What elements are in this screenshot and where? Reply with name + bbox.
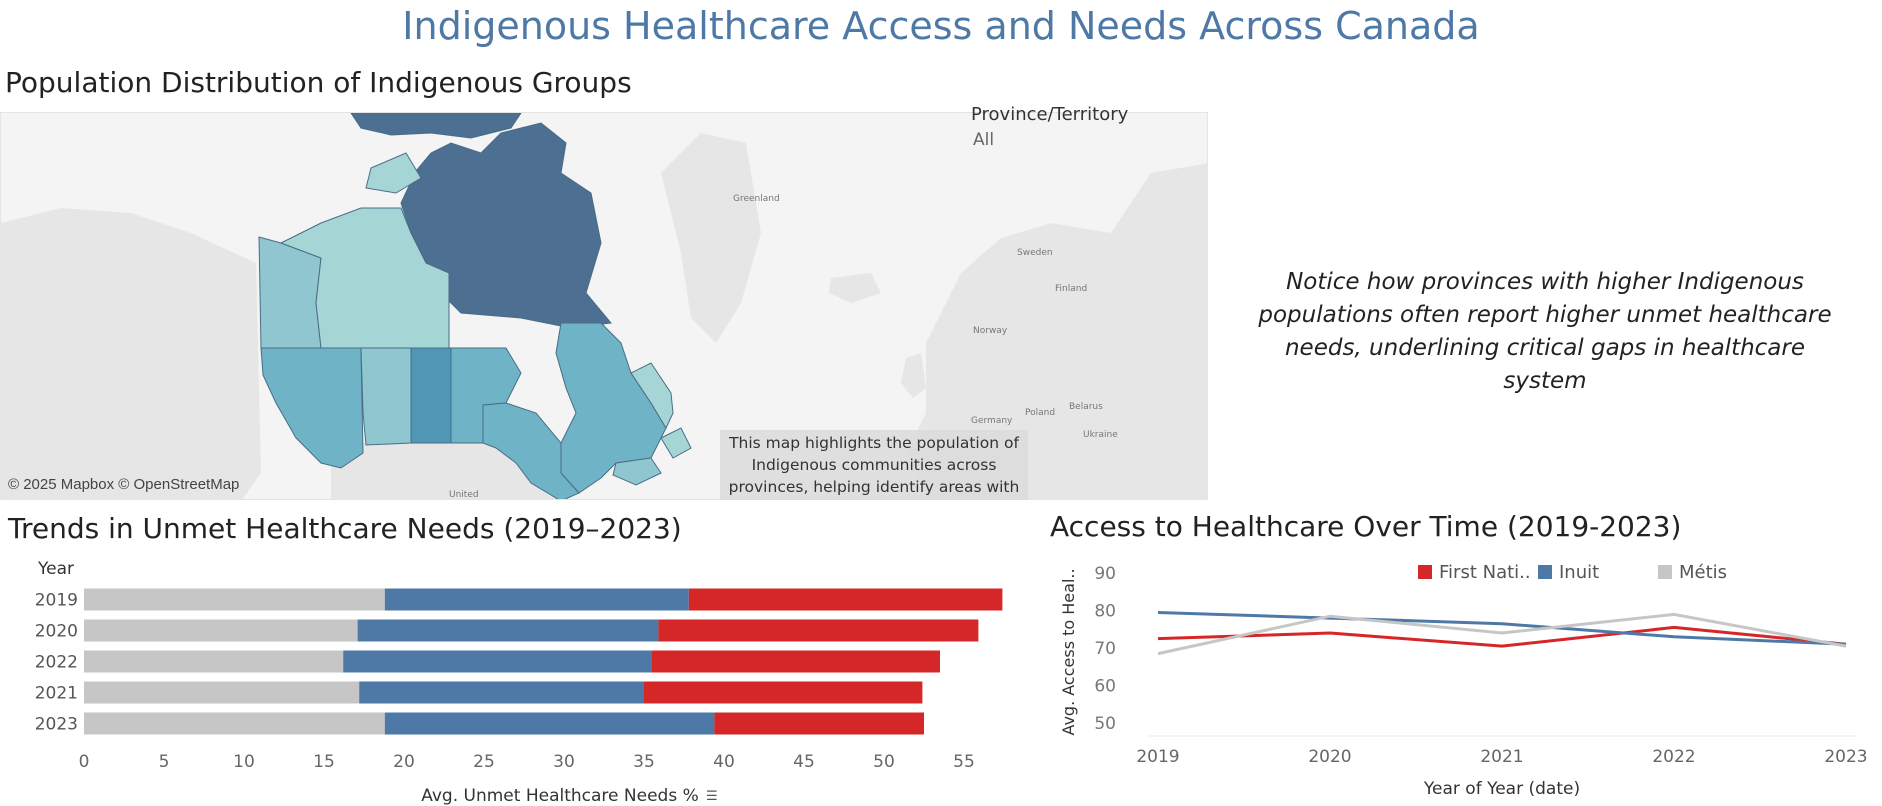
bar-x-tick-label: 25 — [473, 752, 495, 772]
bar-segment — [359, 681, 644, 704]
region-maritimes[interactable] — [612, 457, 662, 486]
basemap-label-greenland: Greenland — [733, 194, 780, 204]
canada-map[interactable]: Greenland Sweden Finland Norway Poland B… — [0, 112, 1208, 500]
bar-segment — [714, 712, 924, 735]
legend-swatch — [1658, 565, 1672, 579]
line-y-tick-label: 60 — [1094, 676, 1116, 696]
line-x-tick-label: 2020 — [1308, 747, 1351, 767]
map-canvas: Greenland Sweden Finland Norway Poland B… — [1, 113, 1207, 500]
bar-category-label: 2021 — [35, 684, 78, 704]
region-alberta[interactable] — [360, 347, 412, 446]
basemap-label-germany: Germany — [971, 416, 1013, 426]
bar-segment — [357, 619, 659, 642]
line-chart-title: Access to Healthcare Over Time (2019-202… — [1050, 510, 1682, 543]
bar-x-tick-label: 50 — [873, 752, 895, 772]
basemap-label-united: United — [449, 490, 479, 500]
basemap-label-sweden: Sweden — [1017, 248, 1053, 258]
legend-swatch — [1418, 565, 1432, 579]
basemap-label-norway: Norway — [973, 326, 1008, 336]
line-x-tick-label: 2023 — [1824, 747, 1867, 767]
line-x-tick-label: 2022 — [1652, 747, 1695, 767]
basemap-land-usa — [331, 443, 561, 499]
legend-label: Métis — [1679, 562, 1728, 583]
bar-chart-title: Trends in Unmet Healthcare Needs (2019–2… — [8, 512, 682, 545]
line-series — [1157, 625, 1847, 648]
bar-x-tick-label: 55 — [953, 752, 975, 772]
line-y-tick-label: 80 — [1094, 602, 1116, 622]
insight-annotation: Notice how provinces with higher Indigen… — [1258, 269, 1832, 394]
line-x-tick-label: 2019 — [1136, 747, 1179, 767]
basemap-land-greenland — [661, 133, 761, 343]
bar-x-axis-label: Avg. Unmet Healthcare Needs % — [421, 786, 699, 806]
bar-category-label: 2022 — [35, 653, 78, 673]
line-y-tick-label: 50 — [1094, 714, 1116, 734]
legend-item[interactable]: Inuit — [1538, 562, 1599, 583]
legend-label: Inuit — [1559, 562, 1600, 583]
bar-x-tick-label: 35 — [633, 752, 655, 772]
bar-category-label: 2020 — [35, 622, 78, 642]
basemap-land-iceland — [829, 273, 881, 303]
legend-item[interactable]: Métis — [1658, 562, 1727, 583]
bar-x-tick-label: 30 — [553, 752, 575, 772]
bar-segment — [688, 588, 1003, 611]
bar-segment — [84, 681, 360, 704]
line-x-axis-label: Year of Year (date) — [1423, 779, 1580, 799]
legend-label: First Nati.. — [1439, 562, 1531, 583]
basemap-label-ukraine: Ukraine — [1083, 430, 1118, 440]
bar-category-label: 2019 — [35, 591, 78, 611]
line-y-axis-label: Avg. Access to Heal.. — [1059, 568, 1078, 735]
basemap-labels: Greenland Sweden Finland Norway Poland B… — [449, 194, 1118, 500]
bar-x-tick-label: 45 — [793, 752, 815, 772]
region-nwt-islands[interactable] — [365, 152, 422, 194]
legend-item[interactable]: First Nati.. — [1418, 562, 1531, 583]
dashboard-title: Indigenous Healthcare Access and Needs A… — [402, 4, 1480, 48]
basemap-land-europe — [906, 163, 1207, 499]
bar-x-tick-label: 0 — [79, 752, 90, 772]
line-series — [1157, 610, 1847, 646]
line-y-tick-label: 90 — [1094, 564, 1116, 584]
region-quebec[interactable] — [555, 322, 667, 494]
legend-swatch — [1538, 565, 1552, 579]
line-series — [1157, 612, 1847, 656]
region-newfoundland-labrador[interactable] — [630, 362, 674, 430]
basemap-label-belarus: Belarus — [1069, 402, 1103, 412]
basemap-land-west — [1, 208, 261, 499]
basemap-label-poland: Poland — [1025, 408, 1055, 418]
bar-segment — [384, 588, 689, 611]
region-saskatchewan[interactable] — [410, 347, 452, 444]
bar-x-tick-label: 40 — [713, 752, 735, 772]
bar-x-tick-label: 5 — [159, 752, 170, 772]
bar-segment — [644, 681, 923, 704]
map-note: This map highlights the population of In… — [720, 430, 1028, 500]
bar-segment — [384, 712, 715, 735]
basemap-label-finland: Finland — [1055, 284, 1087, 294]
province-filter-label: Province/Territory — [971, 104, 1129, 125]
region-newfoundland-island[interactable] — [660, 427, 692, 459]
bar-segment — [658, 619, 979, 642]
line-x-tick-label: 2021 — [1480, 747, 1523, 767]
bar-x-tick-label: 20 — [393, 752, 415, 772]
bar-segment — [84, 650, 344, 673]
bar-category-label: 2023 — [35, 715, 78, 735]
province-filter-value[interactable]: All — [973, 130, 995, 150]
bar-segment — [84, 588, 385, 611]
bar-segment — [84, 619, 358, 642]
bar-segment — [343, 650, 652, 673]
bar-x-tick-label: 10 — [233, 752, 255, 772]
bar-segment — [652, 650, 940, 673]
bar-segment — [84, 712, 385, 735]
access-line-chart: 50 60 70 80 90 Avg. Access to Heal.. 2019 2020 2… — [1059, 564, 1868, 799]
bar-y-axis-label: Year — [37, 559, 74, 579]
map-title: Population Distribution of Indigenous Gr… — [5, 66, 632, 99]
bar-x-tick-label: 15 — [313, 752, 335, 772]
region-northwest-territories[interactable] — [279, 207, 450, 349]
basemap-land-uk — [901, 353, 926, 398]
province-shapes — [258, 113, 692, 500]
sort-icon: ☰ — [706, 789, 718, 804]
region-nunavut-islands[interactable] — [350, 113, 522, 139]
region-ontario[interactable] — [482, 402, 580, 500]
line-y-tick-label: 70 — [1094, 639, 1116, 659]
map-copyright: © 2025 Mapbox © OpenStreetMap — [8, 476, 240, 493]
